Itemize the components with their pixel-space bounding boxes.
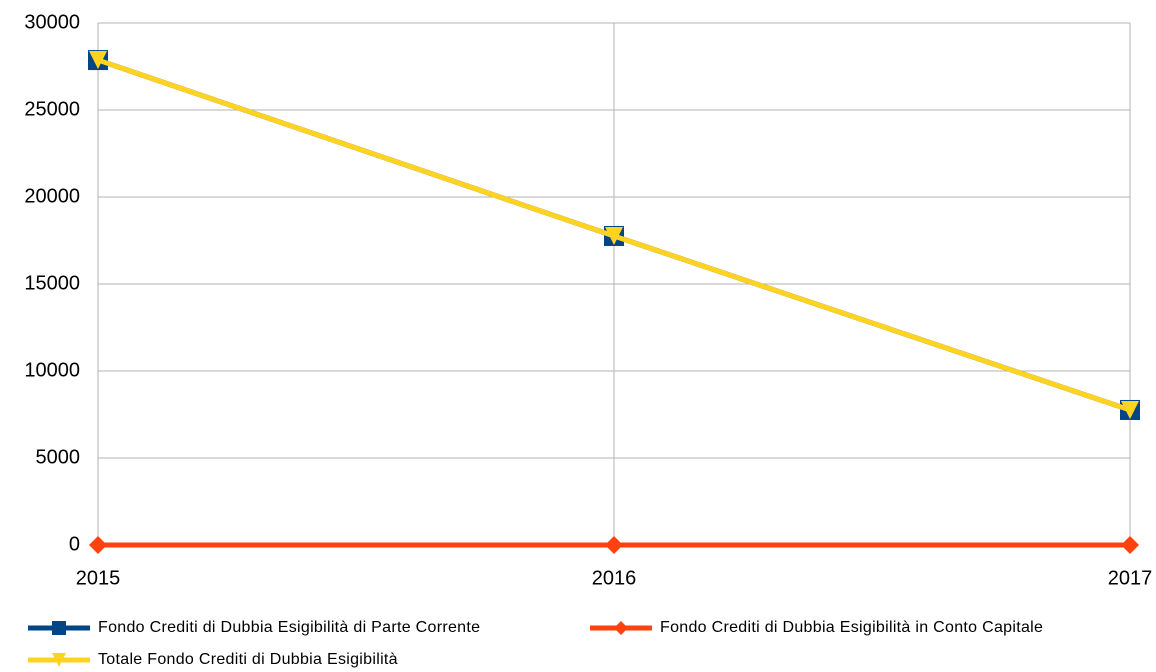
legend-label: Fondo Crediti di Dubbia Esigibilità in C… <box>660 619 1043 636</box>
y-tick-label: 20000 <box>24 185 80 207</box>
y-tick-label: 15000 <box>24 272 80 294</box>
marker <box>89 536 107 554</box>
x-tick-label: 2015 <box>76 567 121 589</box>
y-tick-label: 30000 <box>24 11 80 33</box>
legend-label: Fondo Crediti di Dubbia Esigibilità di P… <box>98 619 480 636</box>
marker <box>605 226 623 245</box>
y-tick-label: 10000 <box>24 359 80 381</box>
marker <box>1121 536 1139 554</box>
marker <box>52 621 66 635</box>
x-tick-label: 2017 <box>1108 567 1153 589</box>
marker <box>89 51 107 70</box>
legend-label: Totale Fondo Crediti di Dubbia Esigibili… <box>98 651 398 668</box>
y-tick-label: 5000 <box>36 446 81 468</box>
x-tick-label: 2016 <box>592 567 637 589</box>
marker <box>52 653 66 667</box>
y-tick-label: 0 <box>69 533 80 555</box>
marker <box>605 536 623 554</box>
y-tick-label: 25000 <box>24 98 80 120</box>
marker <box>614 621 628 635</box>
marker <box>1121 400 1139 419</box>
